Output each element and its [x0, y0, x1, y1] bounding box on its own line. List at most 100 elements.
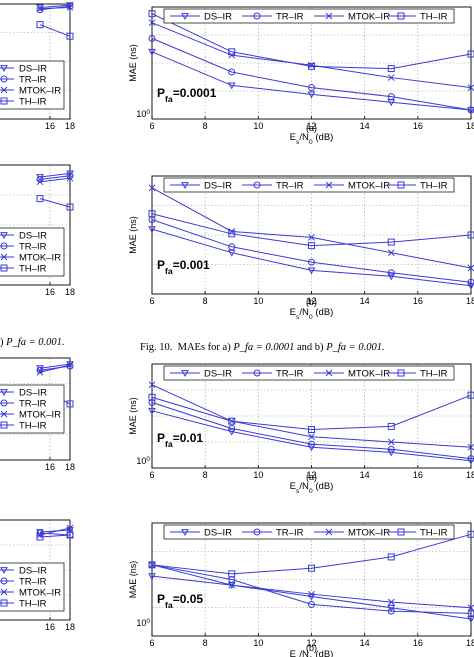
legend-label: MTOK–IR	[348, 528, 390, 539]
series-line	[39, 172, 71, 178]
x-tick-label: 16	[45, 287, 55, 297]
series-line	[151, 219, 472, 283]
data-point	[36, 21, 44, 29]
series-line	[151, 213, 472, 247]
data-point	[228, 570, 236, 578]
series-mtokir	[36, 524, 74, 539]
chart-right-c: 6 8 10 12 14 16 18 100 MAE (ns) Es/N0 (dB)(a) Pfa=…	[128, 363, 474, 495]
x-tick-label: 14	[360, 638, 370, 648]
legend-marker	[0, 567, 8, 575]
series-dsir	[36, 170, 74, 182]
series-trir	[148, 398, 474, 463]
legend-label: DS–IR	[204, 369, 232, 380]
data-point	[467, 50, 474, 58]
data-point	[467, 391, 474, 399]
data-point	[308, 234, 315, 241]
data-point	[308, 564, 315, 572]
data-point	[307, 91, 316, 99]
series-mtokir	[148, 561, 474, 612]
data-point	[148, 48, 156, 56]
series-thir	[36, 21, 74, 40]
x-tick-label: 18	[466, 470, 474, 480]
legend-label: TH–IR	[420, 12, 448, 23]
data-point	[308, 84, 315, 92]
data-point	[387, 607, 395, 615]
data-point	[66, 174, 74, 182]
legend-marker	[0, 264, 8, 272]
legend-label: MTOK–IR	[19, 588, 61, 599]
legend-label: DS–IR	[204, 12, 232, 23]
data-point	[36, 366, 44, 374]
data-point	[36, 365, 44, 373]
legend-label: TH–IR	[19, 97, 47, 108]
data-point	[148, 398, 156, 406]
data-point	[228, 417, 236, 425]
legend-marker	[397, 12, 405, 20]
data-point	[36, 529, 44, 537]
plot-frame	[0, 357, 71, 461]
data-point	[387, 269, 395, 277]
legend-right-b: DS–IR TR–IR MTOK–IR TH–IR	[163, 177, 455, 193]
legend-label: TR–IR	[19, 75, 47, 86]
data-point	[467, 282, 474, 290]
x-tick-label: 12	[306, 638, 316, 648]
data-point	[148, 561, 156, 569]
legend-label: DS–IR	[204, 528, 232, 539]
data-point	[148, 10, 156, 18]
series-thir	[36, 531, 74, 541]
data-point	[148, 210, 156, 218]
y-tick-label: 100	[136, 109, 150, 120]
series-thir	[148, 391, 474, 434]
x-tick-label: 8	[203, 121, 208, 131]
pfa-annotation: Pfa=0.01	[157, 431, 203, 449]
x-axis-label: Es/N0 (dB)	[290, 307, 334, 321]
series-thir	[148, 210, 474, 250]
data-point	[66, 361, 74, 369]
data-point	[66, 4, 74, 11]
series-mtokir	[36, 361, 74, 376]
legend-label: TH–IR	[19, 264, 47, 275]
x-tick-label: 8	[203, 638, 208, 648]
data-point	[467, 443, 474, 451]
plot-frame	[0, 3, 71, 120]
data-point	[66, 361, 74, 369]
legend-label: MTOK–IR	[348, 181, 390, 192]
legend-marker	[325, 181, 333, 189]
legend-marker	[325, 369, 333, 377]
data-point	[36, 368, 44, 376]
data-point	[467, 264, 474, 272]
plot-frame	[0, 164, 71, 286]
x-tick-label: 18	[65, 622, 75, 632]
series-line	[39, 364, 71, 373]
data-point	[148, 34, 156, 42]
legend-marker	[253, 369, 261, 377]
subfigure-label: (b)	[306, 643, 317, 653]
data-point	[467, 604, 474, 612]
data-point	[66, 203, 74, 211]
x-tick-label: 12	[306, 296, 316, 306]
x-tick-label: 14	[360, 470, 370, 480]
subfigure-label: (b)	[306, 297, 317, 307]
data-point	[66, 524, 74, 532]
y-axis-label: MAE (ns)	[128, 216, 138, 254]
legend-marker	[0, 242, 8, 250]
data-point	[228, 243, 236, 251]
data-point	[308, 600, 315, 608]
data-point	[228, 424, 236, 432]
legend-box	[163, 177, 455, 193]
x-tick-label: 6	[149, 296, 154, 306]
subfigure-label: (a)	[306, 123, 317, 133]
x-tick-label: 16	[413, 638, 423, 648]
legend-marker	[0, 399, 8, 407]
series-trir	[148, 34, 474, 114]
x-tick-label: 18	[65, 462, 75, 472]
data-point	[467, 106, 474, 114]
series-line	[151, 564, 472, 614]
legend-marker	[0, 86, 8, 94]
x-tick-label: 10	[253, 121, 263, 131]
x-tick-label: 12	[306, 470, 316, 480]
